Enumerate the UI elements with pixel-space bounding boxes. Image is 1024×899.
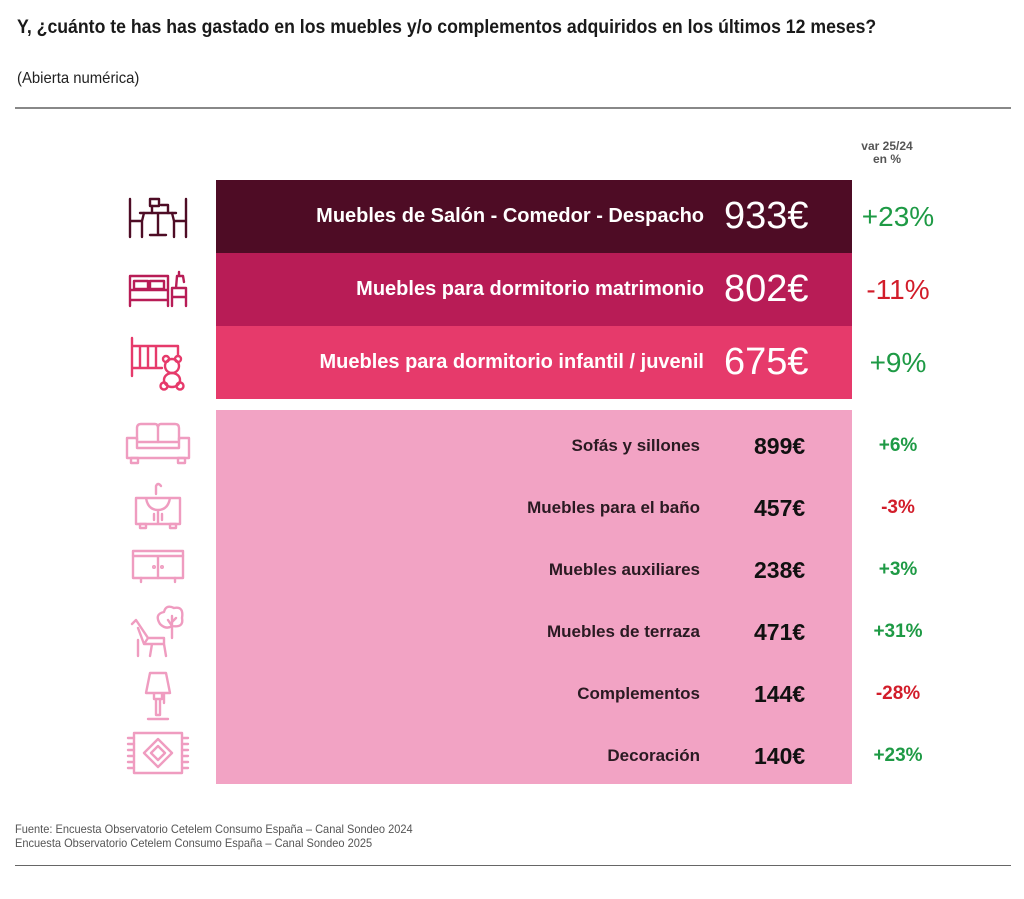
bottom-divider [15, 865, 1011, 866]
var-header-line2: en % [872, 152, 901, 166]
secondary-categories-block [216, 410, 852, 784]
row-value: 802€ [724, 268, 809, 310]
dining-table-icon [118, 190, 198, 244]
var-header-line1: var 25/24 [861, 139, 913, 153]
variation-value: -28% [875, 683, 921, 704]
variation-value: -3% [881, 497, 915, 518]
row-label: Complementos [577, 684, 700, 703]
variation-value: -11% [866, 274, 930, 305]
cabinet-icon [118, 544, 198, 588]
table-row: Muebles para dormitorio infantil / juven… [216, 326, 852, 399]
variation-value: +3% [878, 559, 918, 580]
variation-value: +23% [873, 745, 923, 766]
bathroom-sink-icon [118, 478, 198, 532]
chart-subtitle: (Abierta numérica) [17, 70, 140, 87]
row-value: 933€ [724, 195, 809, 237]
row-value: 457€ [754, 494, 806, 521]
chart-title: Y, ¿cuánto te has has gastado en los mue… [17, 17, 877, 38]
sofa-icon [118, 418, 198, 468]
row-label: Decoración [607, 746, 700, 765]
source-line-2: Encuesta Observatorio Cetelem Consumo Es… [15, 836, 373, 850]
variation-value: +6% [878, 435, 918, 456]
table-row: Muebles para dormitorio matrimonio 802€ [216, 253, 852, 326]
table-row: Complementos 144€ [216, 663, 852, 725]
table-row: Sofás y sillones 899€ [216, 415, 852, 477]
top-divider [15, 107, 1011, 109]
row-label: Sofás y sillones [571, 436, 701, 455]
row-label: Muebles para el baño [527, 498, 700, 517]
row-label: Muebles para dormitorio matrimonio [356, 278, 704, 300]
source-line-1: Fuente: Encuesta Observatorio Cetelem Co… [15, 822, 413, 836]
row-value: 675€ [724, 341, 809, 383]
row-value: 899€ [754, 432, 806, 459]
lamp-icon [118, 668, 198, 724]
lounge-chair-tree-icon [118, 603, 198, 659]
row-value: 144€ [754, 680, 806, 707]
row-value: 471€ [754, 618, 806, 645]
rug-icon [118, 728, 198, 778]
row-label: Muebles de terraza [546, 622, 700, 641]
variation-value: +9% [869, 347, 927, 378]
row-label: Muebles de Salón - Comedor - Despacho [316, 205, 704, 227]
table-row: Muebles para el baño 457€ [216, 477, 852, 539]
row-label: Muebles para dormitorio infantil / juven… [319, 351, 705, 373]
var-column-header: var 25/24 en % [852, 140, 922, 166]
row-value: 238€ [754, 556, 806, 583]
source-note: Fuente: Encuesta Observatorio Cetelem Co… [15, 822, 413, 850]
table-row: Muebles de terraza 471€ [216, 601, 852, 663]
crib-teddy-icon [118, 334, 198, 394]
variation-value: +31% [873, 621, 923, 642]
table-row: Muebles auxiliares 238€ [216, 539, 852, 601]
double-bed-icon [118, 263, 198, 317]
row-value: 140€ [754, 742, 806, 769]
row-label: Muebles auxiliares [548, 560, 700, 579]
table-row: Muebles de Salón - Comedor - Despacho 93… [216, 180, 852, 253]
variation-value: +23% [861, 201, 935, 232]
table-row: Decoración 140€ [216, 725, 852, 787]
